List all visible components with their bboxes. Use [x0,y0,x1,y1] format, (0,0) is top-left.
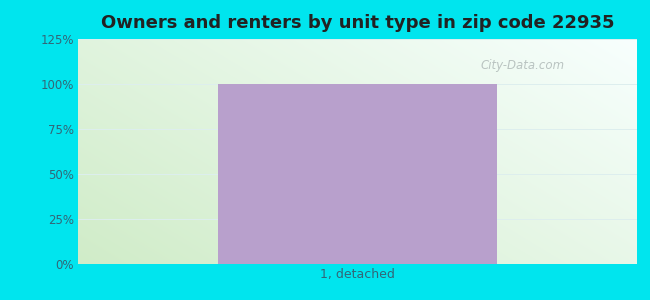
Bar [218,84,497,264]
Title: Owners and renters by unit type in zip code 22935: Owners and renters by unit type in zip c… [101,14,614,32]
Text: City-Data.com: City-Data.com [480,59,565,73]
